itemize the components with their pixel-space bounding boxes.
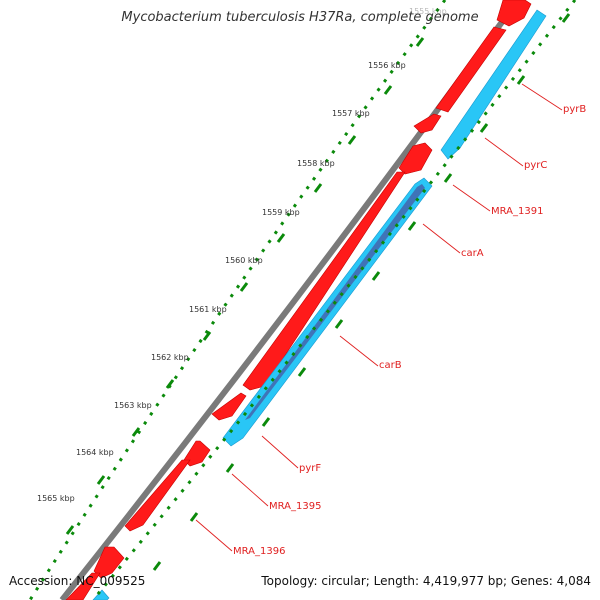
- gene-callout-lines: [195, 83, 563, 552]
- gene-label: MRA_1391: [491, 206, 543, 217]
- ruler-major-tick: [276, 233, 286, 243]
- forward-gene-block: [496, 0, 532, 27]
- gene-callout-line: [422, 223, 461, 254]
- gene-label: pyrC: [524, 160, 547, 171]
- ruler-tick-label: 1565 kbp: [37, 494, 75, 503]
- reverse-gene-block: [92, 589, 110, 600]
- ruler-tick-label: 1559 kbp: [262, 208, 300, 217]
- ruler-major-tick: [415, 37, 425, 47]
- ruler-tick-label: 1564 kbp: [76, 448, 114, 457]
- forward-gene-block: [93, 546, 125, 579]
- gene-label: pyrF: [299, 463, 321, 474]
- forward-gene-block: [124, 459, 191, 532]
- gene-label: pyrB: [563, 104, 586, 115]
- forward-gene-block: [211, 392, 247, 421]
- gene-labels: pyrB pyrC MRA_1391 carA carB pyrF MRA_1395 MRA_…: [233, 104, 586, 557]
- forward-gene-block: [242, 171, 406, 391]
- ruler-major-tick: [202, 331, 212, 341]
- accession-label: Accession: NC_009525: [9, 574, 146, 588]
- genome-summary: Topology: circular; Length: 4,419,977 bp…: [261, 574, 591, 588]
- gene-callout-line: [339, 335, 379, 367]
- gene-label: carA: [461, 248, 484, 259]
- ruler-major-tick: [152, 561, 162, 571]
- ruler-major-tick: [479, 123, 489, 133]
- ruler-major-tick: [347, 135, 357, 145]
- ruler-major-tick: [131, 427, 141, 437]
- ruler-major-tick: [65, 525, 75, 535]
- ruler-major-tick: [383, 85, 393, 95]
- ruler-tick-label: 1561 kbp: [189, 305, 227, 314]
- gene-label: carB: [379, 360, 402, 371]
- ruler-tick-label: 1557 kbp: [332, 109, 370, 118]
- forward-gene-block: [413, 113, 442, 134]
- ruler-tick-label: 1563 kbp: [114, 401, 152, 410]
- forward-strand-genes: [65, 0, 532, 600]
- gene-callout-line: [452, 184, 491, 212]
- forward-gene-block: [398, 142, 433, 175]
- ruler-tick-label: 1558 kbp: [297, 159, 335, 168]
- gene-callout-line: [261, 435, 299, 469]
- ruler-major-tick: [297, 367, 307, 377]
- ruler-tick-label: 1562 kbp: [151, 353, 189, 362]
- forward-gene-block: [435, 26, 507, 113]
- ruler-major-tick: [561, 13, 571, 23]
- gene-callout-line: [484, 137, 524, 167]
- ruler-major-tick: [261, 417, 271, 427]
- ruler-major-tick: [334, 319, 344, 329]
- ruler-major-tick: [225, 463, 235, 473]
- gene-label: MRA_1395: [269, 501, 321, 512]
- reverse-gene-block: [440, 9, 547, 160]
- ruler-major-tick: [371, 271, 381, 281]
- gene-callout-line: [195, 519, 233, 552]
- ruler-major-tick: [407, 221, 417, 231]
- ruler-major-tick: [96, 475, 106, 485]
- ruler-major-tick: [443, 173, 453, 183]
- ruler-tick-label: 1556 kbp: [368, 61, 406, 70]
- outer-ruler-dots: [28, 0, 447, 600]
- inner-ruler-ticks: [152, 13, 571, 571]
- gene-callout-line: [231, 473, 269, 507]
- ruler-labels: 1555 kbp 1556 kbp 1557 kbp 1558 kbp 1559 kbp…: [37, 7, 447, 503]
- ruler-tick-label: 1555 kbp: [409, 7, 447, 16]
- ruler-major-tick: [313, 183, 323, 193]
- ruler-major-tick: [165, 379, 175, 389]
- outer-ruler-ticks: [65, 37, 425, 535]
- gene-label: MRA_1396: [233, 546, 285, 557]
- gene-callout-line: [521, 83, 563, 111]
- ruler-tick-label: 1560 kbp: [225, 256, 263, 265]
- forward-gene-block: [65, 572, 101, 600]
- ruler-major-tick: [239, 282, 249, 292]
- ruler-major-tick: [516, 75, 526, 85]
- genome-title: Mycobacterium tuberculosis H37Ra, comple…: [121, 10, 479, 25]
- ruler-major-tick: [189, 512, 199, 522]
